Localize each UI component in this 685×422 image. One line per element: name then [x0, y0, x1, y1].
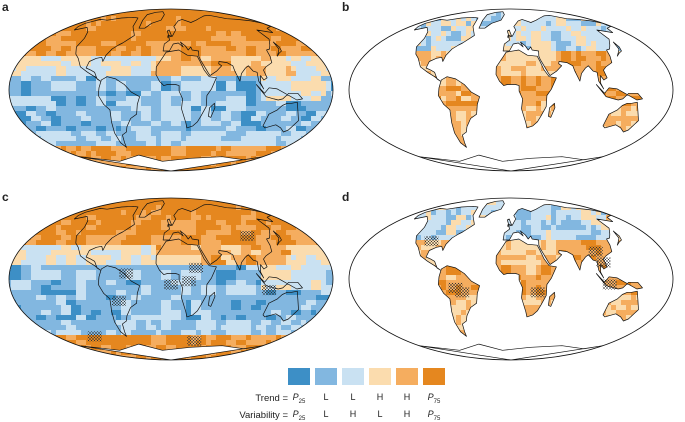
legend-variability-value: L	[369, 409, 391, 419]
map-panel-c	[6, 195, 336, 363]
significance-hatch	[455, 287, 469, 297]
significance-hatch	[119, 269, 133, 279]
legend-swatch	[423, 368, 445, 385]
map-field	[346, 6, 676, 174]
legend-trend-value: L	[315, 392, 337, 402]
legend-variability-value: P25	[288, 409, 310, 422]
legend-trend-value: P75	[423, 392, 445, 405]
map-outline	[349, 198, 673, 360]
map-field	[346, 195, 676, 363]
legend-trend-value: H	[369, 392, 391, 402]
significance-hatch	[112, 296, 126, 306]
map-field	[6, 195, 336, 363]
legend-trend-value: P25	[288, 392, 310, 405]
map-field	[6, 6, 336, 174]
legend-variability-value: H	[342, 409, 364, 419]
significance-hatch	[425, 236, 439, 246]
legend-variability-label: Variability =	[208, 410, 288, 421]
significance-hatch	[531, 287, 545, 297]
map-panel-b	[346, 6, 676, 174]
map-panel-a	[6, 6, 336, 174]
legend-swatch	[369, 368, 391, 385]
legend-variability-value: L	[315, 409, 337, 419]
significance-hatch	[164, 280, 178, 290]
significance-hatch	[182, 276, 196, 286]
legend-swatch	[342, 368, 364, 385]
significance-hatch	[189, 263, 203, 273]
legend-trend-label: Trend =	[208, 393, 288, 404]
legend-variability-value: H	[396, 409, 418, 419]
legend-trend-value: H	[396, 392, 418, 402]
significance-hatch	[589, 247, 603, 257]
map-panel-d	[346, 195, 676, 363]
significance-hatch	[187, 336, 201, 346]
legend-trend-value: L	[342, 392, 364, 402]
legend-swatch	[288, 368, 310, 385]
legend-swatch	[396, 368, 418, 385]
significance-hatch	[88, 331, 102, 341]
legend-swatch	[315, 368, 337, 385]
significance-hatch	[240, 231, 254, 241]
legend-variability-value: P75	[423, 409, 445, 422]
map-outline	[349, 9, 673, 171]
